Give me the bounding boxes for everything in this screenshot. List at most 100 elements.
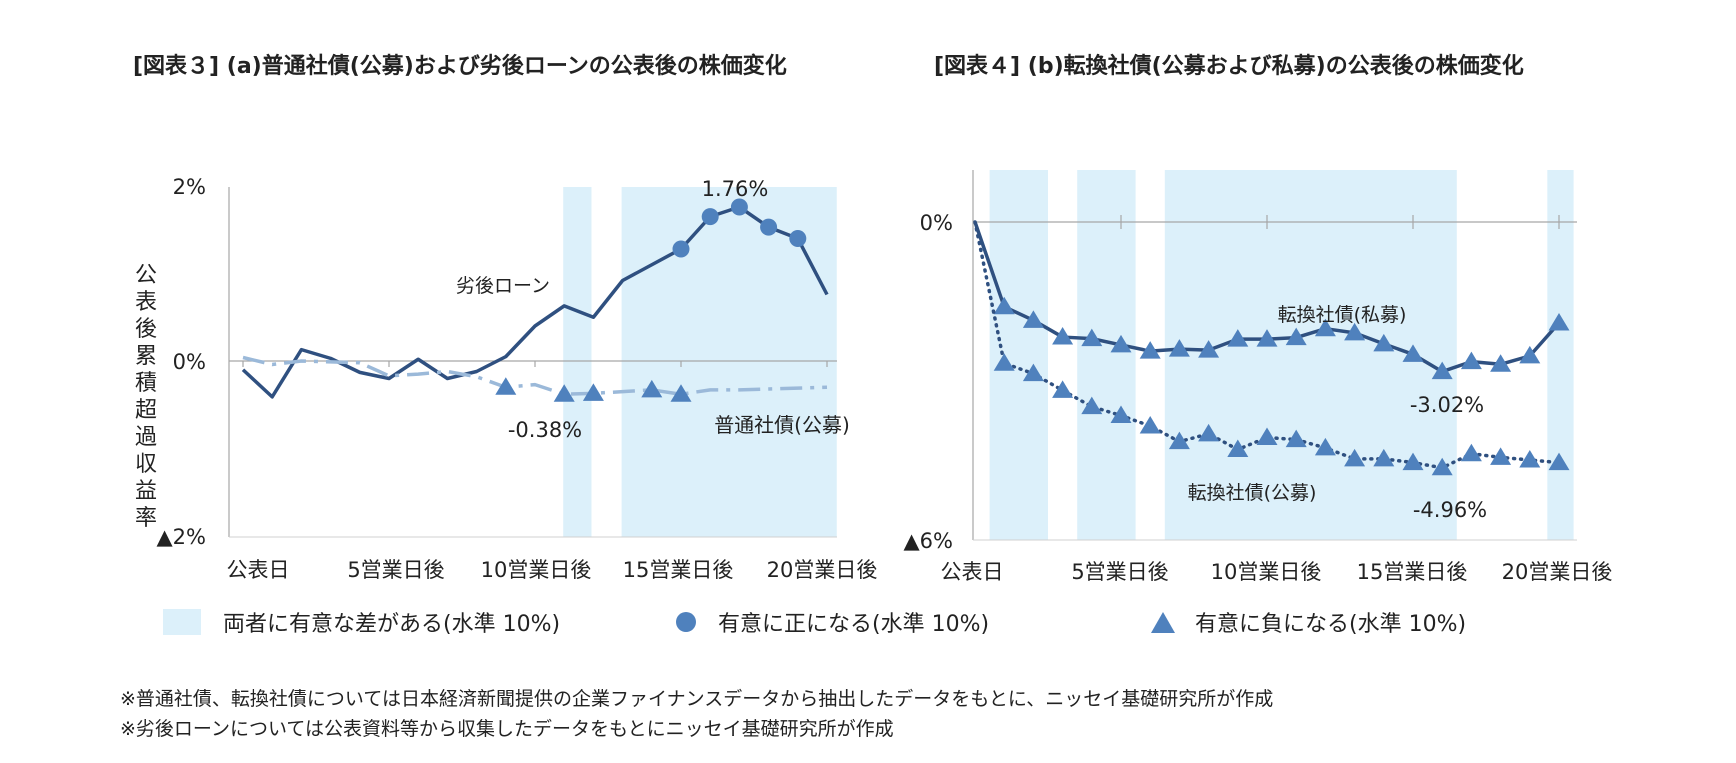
chart-a-y-axis-label-char: 積 xyxy=(135,371,157,396)
chart-a-triangle-marker xyxy=(641,379,663,398)
chart-a-annotation: 劣後ローン xyxy=(456,275,550,297)
chart-b-triangle-marker xyxy=(1256,329,1278,347)
chart-b-triangle-marker xyxy=(1110,405,1132,424)
charts-canvas: 2% 0% ▲2% 公表日 5営業日後 10営業日後 15営業日後 20営業日後 公表後累積超過… xyxy=(135,170,1613,584)
chart-a-y-tick-label: 0% xyxy=(173,350,206,374)
chart-b-triangle-marker xyxy=(1344,322,1366,341)
chart-a-y-axis-label-char: 表 xyxy=(135,290,157,315)
chart-b-triangle-marker xyxy=(1227,439,1249,458)
chart-a-annotation: 1.76% xyxy=(702,177,769,201)
triangle-marker-icon xyxy=(1151,611,1175,633)
chart-a-circle-marker xyxy=(701,208,719,226)
chart-b-triangle-marker xyxy=(1139,341,1161,359)
chart-a-band-0 xyxy=(563,187,592,537)
chart-b-triangle-marker xyxy=(1285,429,1307,448)
chart-a-triangle-marker xyxy=(553,384,575,402)
chart-a-triangle-marker xyxy=(670,384,692,402)
chart-a-y-axis-label-char: 収 xyxy=(135,452,157,477)
chart-b-band-3 xyxy=(1547,170,1574,540)
chart-b-x-tick-label: 10営業日後 xyxy=(1211,560,1322,584)
chart-b-triangle-marker xyxy=(1519,449,1541,468)
chart-a-x-tick-label: 15営業日後 xyxy=(623,558,734,582)
chart-a-y-axis-label-char: 益 xyxy=(135,479,157,504)
chart-a-circle-marker xyxy=(730,198,748,216)
chart-b-triangle-marker xyxy=(1490,354,1512,372)
chart-a-annotation: 普通社債(公募) xyxy=(714,413,850,437)
chart-b-triangle-marker xyxy=(1139,415,1161,434)
circle-marker-icon xyxy=(676,612,696,632)
chart-a-y-tick-label: 2% xyxy=(173,175,206,199)
chart-a-annotation: -0.38% xyxy=(508,418,582,442)
chart-b-triangle-marker xyxy=(1110,334,1132,353)
chart-b-triangle-marker xyxy=(1344,448,1366,467)
chart-a-circle-marker xyxy=(672,240,690,258)
chart-b-triangle-marker xyxy=(1052,327,1074,345)
chart-b-triangle-marker xyxy=(1198,423,1220,442)
chart-b-triangle-marker xyxy=(1022,363,1044,382)
chart-a-y-tick-label: ▲2% xyxy=(157,525,206,549)
chart-b-triangle-marker xyxy=(1314,318,1336,337)
chart-b-triangle-marker xyxy=(1081,396,1103,415)
chart-b-triangle-marker xyxy=(1168,431,1190,450)
chart-b-triangle-marker xyxy=(1519,345,1541,364)
chart-b-triangle-marker xyxy=(1490,447,1512,465)
chart-b-band-1 xyxy=(1077,170,1136,540)
chart-b-title: [図表４] (b)転換社債(公募および私募)の公表後の株価変化 xyxy=(934,54,1524,79)
chart-b-triangle-marker xyxy=(1431,457,1453,476)
chart-a-triangle-marker xyxy=(582,383,604,401)
legend-band-label: 両者に有意な差がある(水準 10%) xyxy=(223,612,561,637)
chart-a-circle-marker xyxy=(760,218,778,236)
chart-b-triangle-marker xyxy=(1256,427,1278,445)
chart-b-series-line-1 xyxy=(973,220,1561,470)
legend-circle-label: 有意に正になる(水準 10%) xyxy=(718,612,990,637)
chart-b-triangle-marker xyxy=(1402,344,1424,362)
chart-a-y-axis-label-char: 超 xyxy=(135,398,157,423)
chart-b-band-0 xyxy=(989,170,1048,540)
chart-a-y-axis-label-char: 過 xyxy=(135,425,157,450)
chart-a-triangle-marker xyxy=(495,377,517,395)
chart-b-x-tick-label: 公表日 xyxy=(941,560,1004,584)
chart-b-triangle-marker xyxy=(1081,328,1103,347)
chart-a-y-axis-label-char: 後 xyxy=(135,317,157,342)
chart-b-x-tick-label: 15営業日後 xyxy=(1357,560,1468,584)
chart-a-x-tick-label: 5営業日後 xyxy=(347,558,444,582)
chart-b-triangle-marker xyxy=(1227,329,1249,347)
chart-b-y-tick-label: ▲6% xyxy=(904,529,953,553)
chart-a-title: [図表３] (a)普通社債(公募)および劣後ローンの公表後の株価変化 xyxy=(133,54,787,79)
chart-a-series-line-1 xyxy=(242,355,828,396)
chart-b-triangle-marker xyxy=(1548,312,1570,331)
chart-b-triangle-marker xyxy=(1402,452,1424,471)
chart-a-y-axis-label-char: 率 xyxy=(135,506,157,531)
legend-circle: 有意に正になる(水準 10%) xyxy=(676,606,989,638)
chart-a-x-tick-label: 公表日 xyxy=(227,558,290,582)
chart-b-triangle-marker xyxy=(1460,351,1482,370)
chart-b-triangle-marker xyxy=(1168,339,1190,357)
chart-b-y-tick-label: 0% xyxy=(920,211,953,235)
chart-b-triangle-marker xyxy=(1198,340,1220,358)
chart-b-triangle-marker xyxy=(993,296,1015,315)
legend-triangle-label: 有意に負になる(水準 10%) xyxy=(1195,612,1467,637)
chart-b-triangle-marker xyxy=(1373,448,1395,467)
chart-b-triangle-marker xyxy=(1460,443,1482,462)
chart-b-triangle-marker xyxy=(1022,310,1044,328)
chart-b-triangle-marker xyxy=(1052,380,1074,398)
legend-band-swatch xyxy=(163,609,201,635)
chart-b-annotation: -4.96% xyxy=(1413,498,1487,522)
chart-a-x-tick-label: 20営業日後 xyxy=(767,558,878,582)
chart-b-triangle-marker xyxy=(1373,333,1395,352)
chart-a-y-axis-label-char: 公 xyxy=(135,263,157,288)
note-1: ※普通社債、転換社債については日本経済新聞提供の企業ファイナンスデータから抽出し… xyxy=(120,688,1274,710)
chart-b-triangle-marker xyxy=(1431,361,1453,380)
chart-b-triangle-marker xyxy=(1548,452,1570,471)
chart-b-triangle-marker xyxy=(1314,437,1336,456)
chart-b-annotation: -3.02% xyxy=(1410,393,1484,417)
chart-a-y-axis-label-char: 累 xyxy=(135,344,157,369)
chart-b-annotation: 転換社債(公募) xyxy=(1188,482,1317,504)
chart-b-triangle-marker xyxy=(993,353,1015,371)
chart-b-triangle-marker xyxy=(1285,327,1307,346)
chart-b-x-tick-label: 20営業日後 xyxy=(1502,560,1613,584)
note-2: ※劣後ローンについては公表資料等から収集したデータをもとにニッセイ基礎研究所が作… xyxy=(120,718,894,740)
chart-b-x-tick-label: 5営業日後 xyxy=(1071,560,1168,584)
chart-b-annotation: 転換社債(私募) xyxy=(1278,304,1407,326)
